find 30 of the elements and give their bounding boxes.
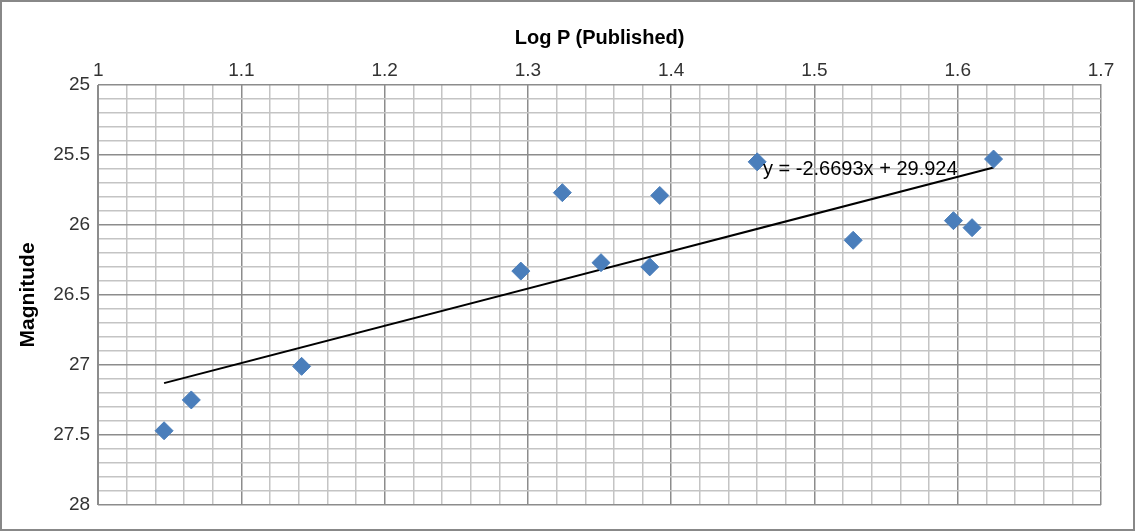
y-tick-label: 25 bbox=[69, 73, 91, 95]
point bbox=[154, 421, 174, 441]
point bbox=[640, 257, 660, 277]
point bbox=[181, 390, 201, 410]
x-tick-label: 1.7 bbox=[1087, 58, 1115, 80]
point bbox=[552, 183, 572, 203]
point bbox=[650, 185, 670, 205]
x-tick-label: 1.6 bbox=[944, 58, 971, 80]
x-tick-label: 1 bbox=[92, 58, 104, 80]
point bbox=[292, 356, 312, 376]
y-axis-title: Magnitude bbox=[15, 242, 39, 348]
point bbox=[962, 218, 982, 238]
y-tick-label: 26.5 bbox=[53, 283, 91, 305]
x-tick-label: 1.3 bbox=[514, 58, 542, 80]
x-tick-label: 1.2 bbox=[371, 58, 398, 80]
y-tick-label: 27 bbox=[69, 353, 91, 375]
y-tick-label: 26 bbox=[69, 213, 91, 235]
y-tick-label: 28 bbox=[69, 493, 91, 515]
point bbox=[511, 261, 531, 281]
point bbox=[843, 230, 863, 250]
point bbox=[984, 149, 1004, 169]
x-tick-label: 1.5 bbox=[801, 58, 828, 80]
x-axis-title: Log P (Published) bbox=[514, 25, 685, 48]
x-tick-label: 1.1 bbox=[228, 58, 255, 80]
point bbox=[591, 253, 611, 273]
y-tick-label: 27.5 bbox=[53, 423, 91, 445]
x-tick-label: 1.4 bbox=[658, 58, 685, 80]
annotation: y = -2.6693x + 29.924 bbox=[762, 156, 958, 179]
point bbox=[943, 211, 963, 231]
y-tick-label: 25.5 bbox=[53, 143, 91, 165]
